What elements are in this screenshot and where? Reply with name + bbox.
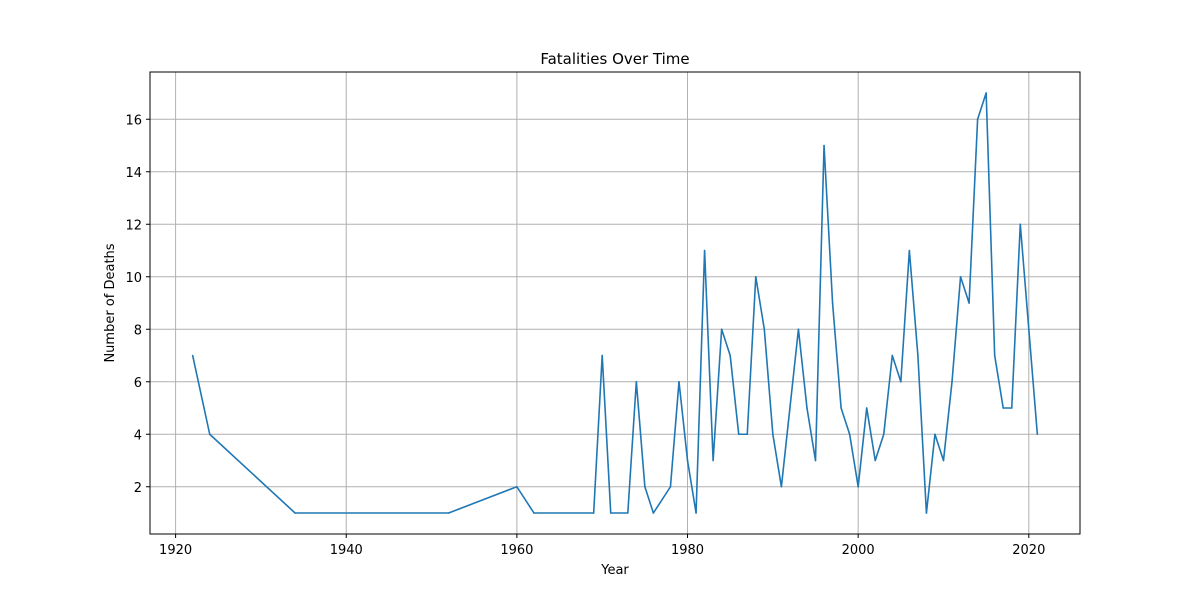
data-point <box>669 485 672 488</box>
data-point <box>831 302 834 304</box>
data-point <box>959 275 962 278</box>
data-point <box>797 328 800 331</box>
y-tick-label: 4 <box>134 428 142 443</box>
data-point <box>678 380 680 383</box>
data-point <box>814 459 817 462</box>
data-point <box>908 249 911 252</box>
x-tick-label: 1960 <box>500 543 533 558</box>
data-point <box>1028 328 1030 331</box>
data-point <box>729 354 731 357</box>
data-point <box>968 302 970 304</box>
data-point <box>840 407 842 409</box>
axis-ticks: 1920 1940 1960 1980 2000 2020 2 4 6 8 10 12 14 16 <box>125 113 1045 558</box>
y-tick-label: 14 <box>125 166 142 181</box>
data-point <box>695 512 697 514</box>
y-tick-label: 8 <box>134 323 142 338</box>
data-point <box>652 512 655 514</box>
data-point <box>806 407 808 409</box>
data-point <box>985 92 987 94</box>
data-point <box>1019 223 1022 226</box>
y-tick-label: 10 <box>125 271 142 286</box>
data-point <box>746 433 749 436</box>
x-axis-label: Year <box>600 563 629 578</box>
data-point <box>601 354 603 357</box>
x-tick-label: 1920 <box>159 543 192 558</box>
plot-area <box>150 72 1080 534</box>
data-point <box>703 249 706 252</box>
data-point <box>686 459 689 462</box>
data-point <box>635 380 638 383</box>
data-point <box>780 485 783 488</box>
data-point <box>976 118 979 121</box>
data-point <box>208 433 211 436</box>
y-tick-label: 6 <box>134 376 142 391</box>
data-point <box>865 407 868 409</box>
chart-title: Fatalities Over Time <box>540 50 689 68</box>
data-point <box>993 354 996 357</box>
data-point <box>1036 433 1039 436</box>
data-point <box>592 512 595 514</box>
data-point <box>609 512 612 514</box>
data-point <box>447 512 450 514</box>
data-point <box>942 459 945 462</box>
data-point <box>917 354 919 357</box>
x-tick-label: 2020 <box>1012 543 1045 558</box>
data-point <box>533 512 535 514</box>
data-point <box>720 328 723 331</box>
data-point <box>1002 407 1005 409</box>
x-tick-label: 1940 <box>330 543 363 558</box>
data-point <box>1010 407 1013 409</box>
x-tick-label: 1980 <box>671 543 704 558</box>
data-point <box>823 144 825 147</box>
series-layer <box>191 92 1039 514</box>
data-point <box>900 380 902 383</box>
data-point <box>763 328 766 331</box>
data-point <box>789 407 791 409</box>
data-point <box>772 433 774 436</box>
data-point <box>712 459 714 462</box>
data-point <box>857 485 859 488</box>
data-point <box>294 512 296 514</box>
y-tick-label: 16 <box>125 113 142 128</box>
data-point <box>882 433 885 436</box>
data-point <box>754 275 757 278</box>
data-point <box>951 380 953 383</box>
data-point <box>848 433 851 436</box>
data-point <box>644 485 646 488</box>
y-tick-label: 12 <box>125 218 142 233</box>
x-tick-label: 2000 <box>842 543 875 558</box>
data-point <box>191 354 194 357</box>
data-point <box>925 512 928 514</box>
plot-frame <box>149 71 1081 535</box>
data-point <box>516 485 518 488</box>
data-point <box>627 512 629 514</box>
y-axis-label: Number of Deaths <box>103 243 118 362</box>
data-point <box>874 459 877 462</box>
data-point <box>891 354 894 357</box>
y-tick-label: 2 <box>134 481 142 496</box>
data-point <box>934 433 936 436</box>
data-point <box>737 433 740 436</box>
